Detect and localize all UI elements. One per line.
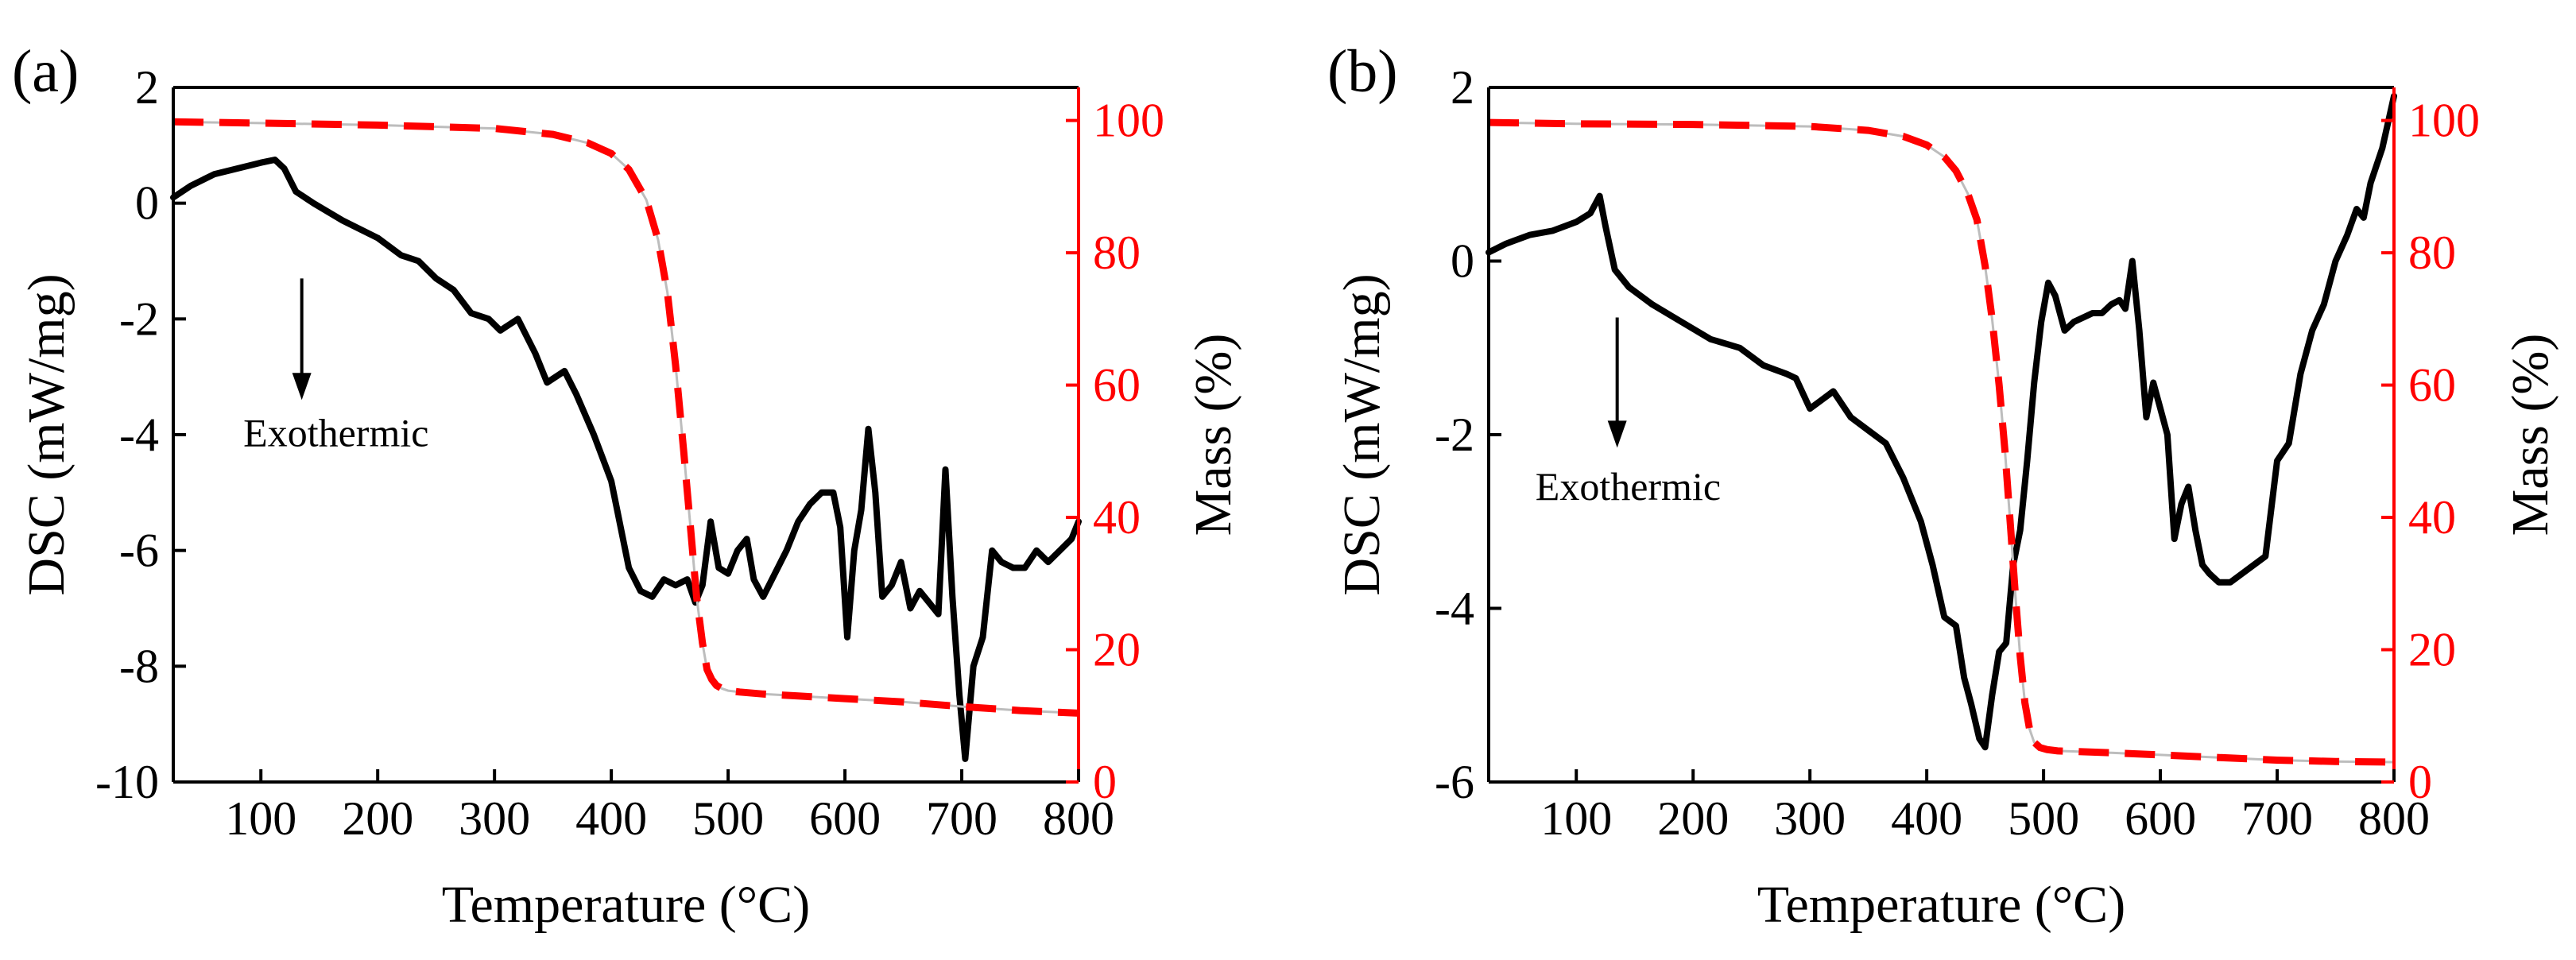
x-tick-label: 500	[692, 792, 764, 845]
x-tick-label: 500	[2008, 792, 2079, 845]
y-tick-label: 2	[1451, 61, 1474, 114]
x-tick-label: 800	[1043, 792, 1114, 845]
y2-tick-label: 0	[2408, 756, 2432, 808]
dsc-curve	[1486, 92, 2397, 751]
y2-axis-title: Mass (%)	[2501, 334, 2559, 536]
exothermic-label: Exothermic	[243, 411, 428, 455]
mass-curve-underlay	[1488, 121, 2395, 764]
y-tick-label: -10	[95, 756, 159, 808]
x-tick-label: 300	[1774, 792, 1846, 845]
y-tick-label: -6	[119, 525, 159, 577]
y-tick-label: 0	[135, 177, 159, 230]
mass-curve	[172, 118, 1079, 717]
mass-curve	[1488, 118, 2395, 766]
x-tick-label: 100	[1540, 792, 1612, 845]
y2-tick-label: 20	[2408, 624, 2456, 676]
exothermic-arrow-head	[1607, 420, 1627, 448]
exothermic-arrow-head	[292, 373, 312, 401]
y2-tick-label: 60	[1093, 359, 1141, 412]
y2-tick-label: 100	[2408, 95, 2480, 147]
exothermic-label: Exothermic	[1536, 464, 1721, 509]
y2-tick-label: 100	[1093, 95, 1164, 147]
x-tick-label: 700	[2241, 792, 2313, 845]
y2-axis-title: Mass (%)	[1184, 334, 1242, 536]
x-tick-label: 600	[2125, 792, 2196, 845]
x-tick-label: 800	[2358, 792, 2430, 845]
x-tick-label: 300	[459, 792, 530, 845]
x-tick-label: 100	[225, 792, 296, 845]
y2-tick-label: 20	[1093, 624, 1141, 676]
y2-tick-label: 40	[2408, 491, 2456, 544]
x-axis-title: Temperature (°C)	[1757, 876, 2125, 934]
y-axis-title: DSC (mW/mg)	[17, 273, 76, 595]
x-tick-label: 200	[1657, 792, 1729, 845]
y-axis-title: DSC (mW/mg)	[1333, 273, 1391, 595]
x-tick-label: 400	[575, 792, 647, 845]
y2-tick-label: 40	[1093, 491, 1141, 544]
panel-label: (a)	[12, 38, 79, 105]
panel-b: 100 200 300 400 500 600 700 800-6-4-20202040608…	[1327, 38, 2559, 934]
x-tick-label: 200	[342, 792, 413, 845]
dsc-curve	[170, 157, 1082, 762]
y-tick-label: 0	[1451, 235, 1474, 288]
panel-a: 100 200 300 400 500 600 700 800-10-8-6-4-202020…	[12, 38, 1242, 934]
panel-label: (b)	[1327, 38, 1398, 105]
y2-tick-label: 80	[1093, 226, 1141, 279]
y-tick-label: -2	[1435, 408, 1474, 461]
x-axis-title: Temperature (°C)	[442, 876, 810, 934]
y-tick-label: -4	[1435, 583, 1474, 635]
y2-tick-label: 60	[2408, 359, 2456, 412]
y-tick-label: -4	[119, 408, 159, 461]
x-tick-label: 700	[926, 792, 997, 845]
y-tick-label: -2	[119, 292, 159, 345]
y2-tick-label: 80	[2408, 226, 2456, 279]
y2-tick-label: 0	[1093, 756, 1117, 808]
y-tick-label: -6	[1435, 756, 1474, 808]
y-tick-label: -8	[119, 640, 159, 692]
x-tick-label: 600	[809, 792, 881, 845]
y-tick-label: 2	[135, 61, 159, 114]
x-tick-label: 400	[1891, 792, 1962, 845]
